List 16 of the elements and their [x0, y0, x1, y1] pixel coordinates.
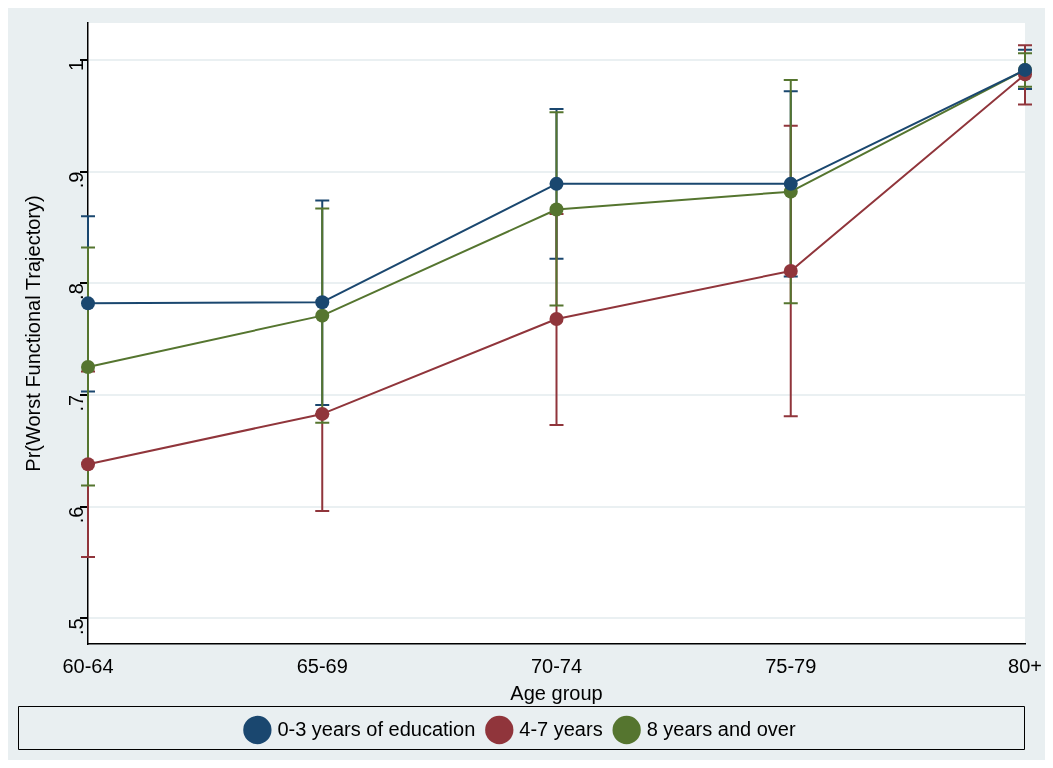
- y-tick-label: 1: [64, 59, 87, 71]
- legend-label: 8 years and over: [646, 717, 796, 740]
- y-tick-label: .7: [64, 394, 87, 412]
- legend-label: 4-7 years: [519, 717, 603, 740]
- x-tick-label: 80+: [1008, 654, 1042, 677]
- y-axis-title: Pr(Worst Functional Trajectory): [21, 195, 44, 472]
- x-tick-label: 70-74: [530, 654, 583, 677]
- legend-label: 0-3 years of education: [277, 717, 476, 740]
- x-tick-label: 60-64: [62, 654, 114, 677]
- x-tick-label: 65-69: [296, 654, 348, 677]
- y-tick-label: .8: [64, 283, 87, 300]
- x-axis-title: Age group: [510, 681, 603, 704]
- y-tick-label: .5: [64, 618, 87, 635]
- x-tick-label: 75-79: [765, 654, 817, 677]
- y-tick-label: .6: [64, 506, 87, 524]
- y-tick-label: .9: [64, 171, 87, 189]
